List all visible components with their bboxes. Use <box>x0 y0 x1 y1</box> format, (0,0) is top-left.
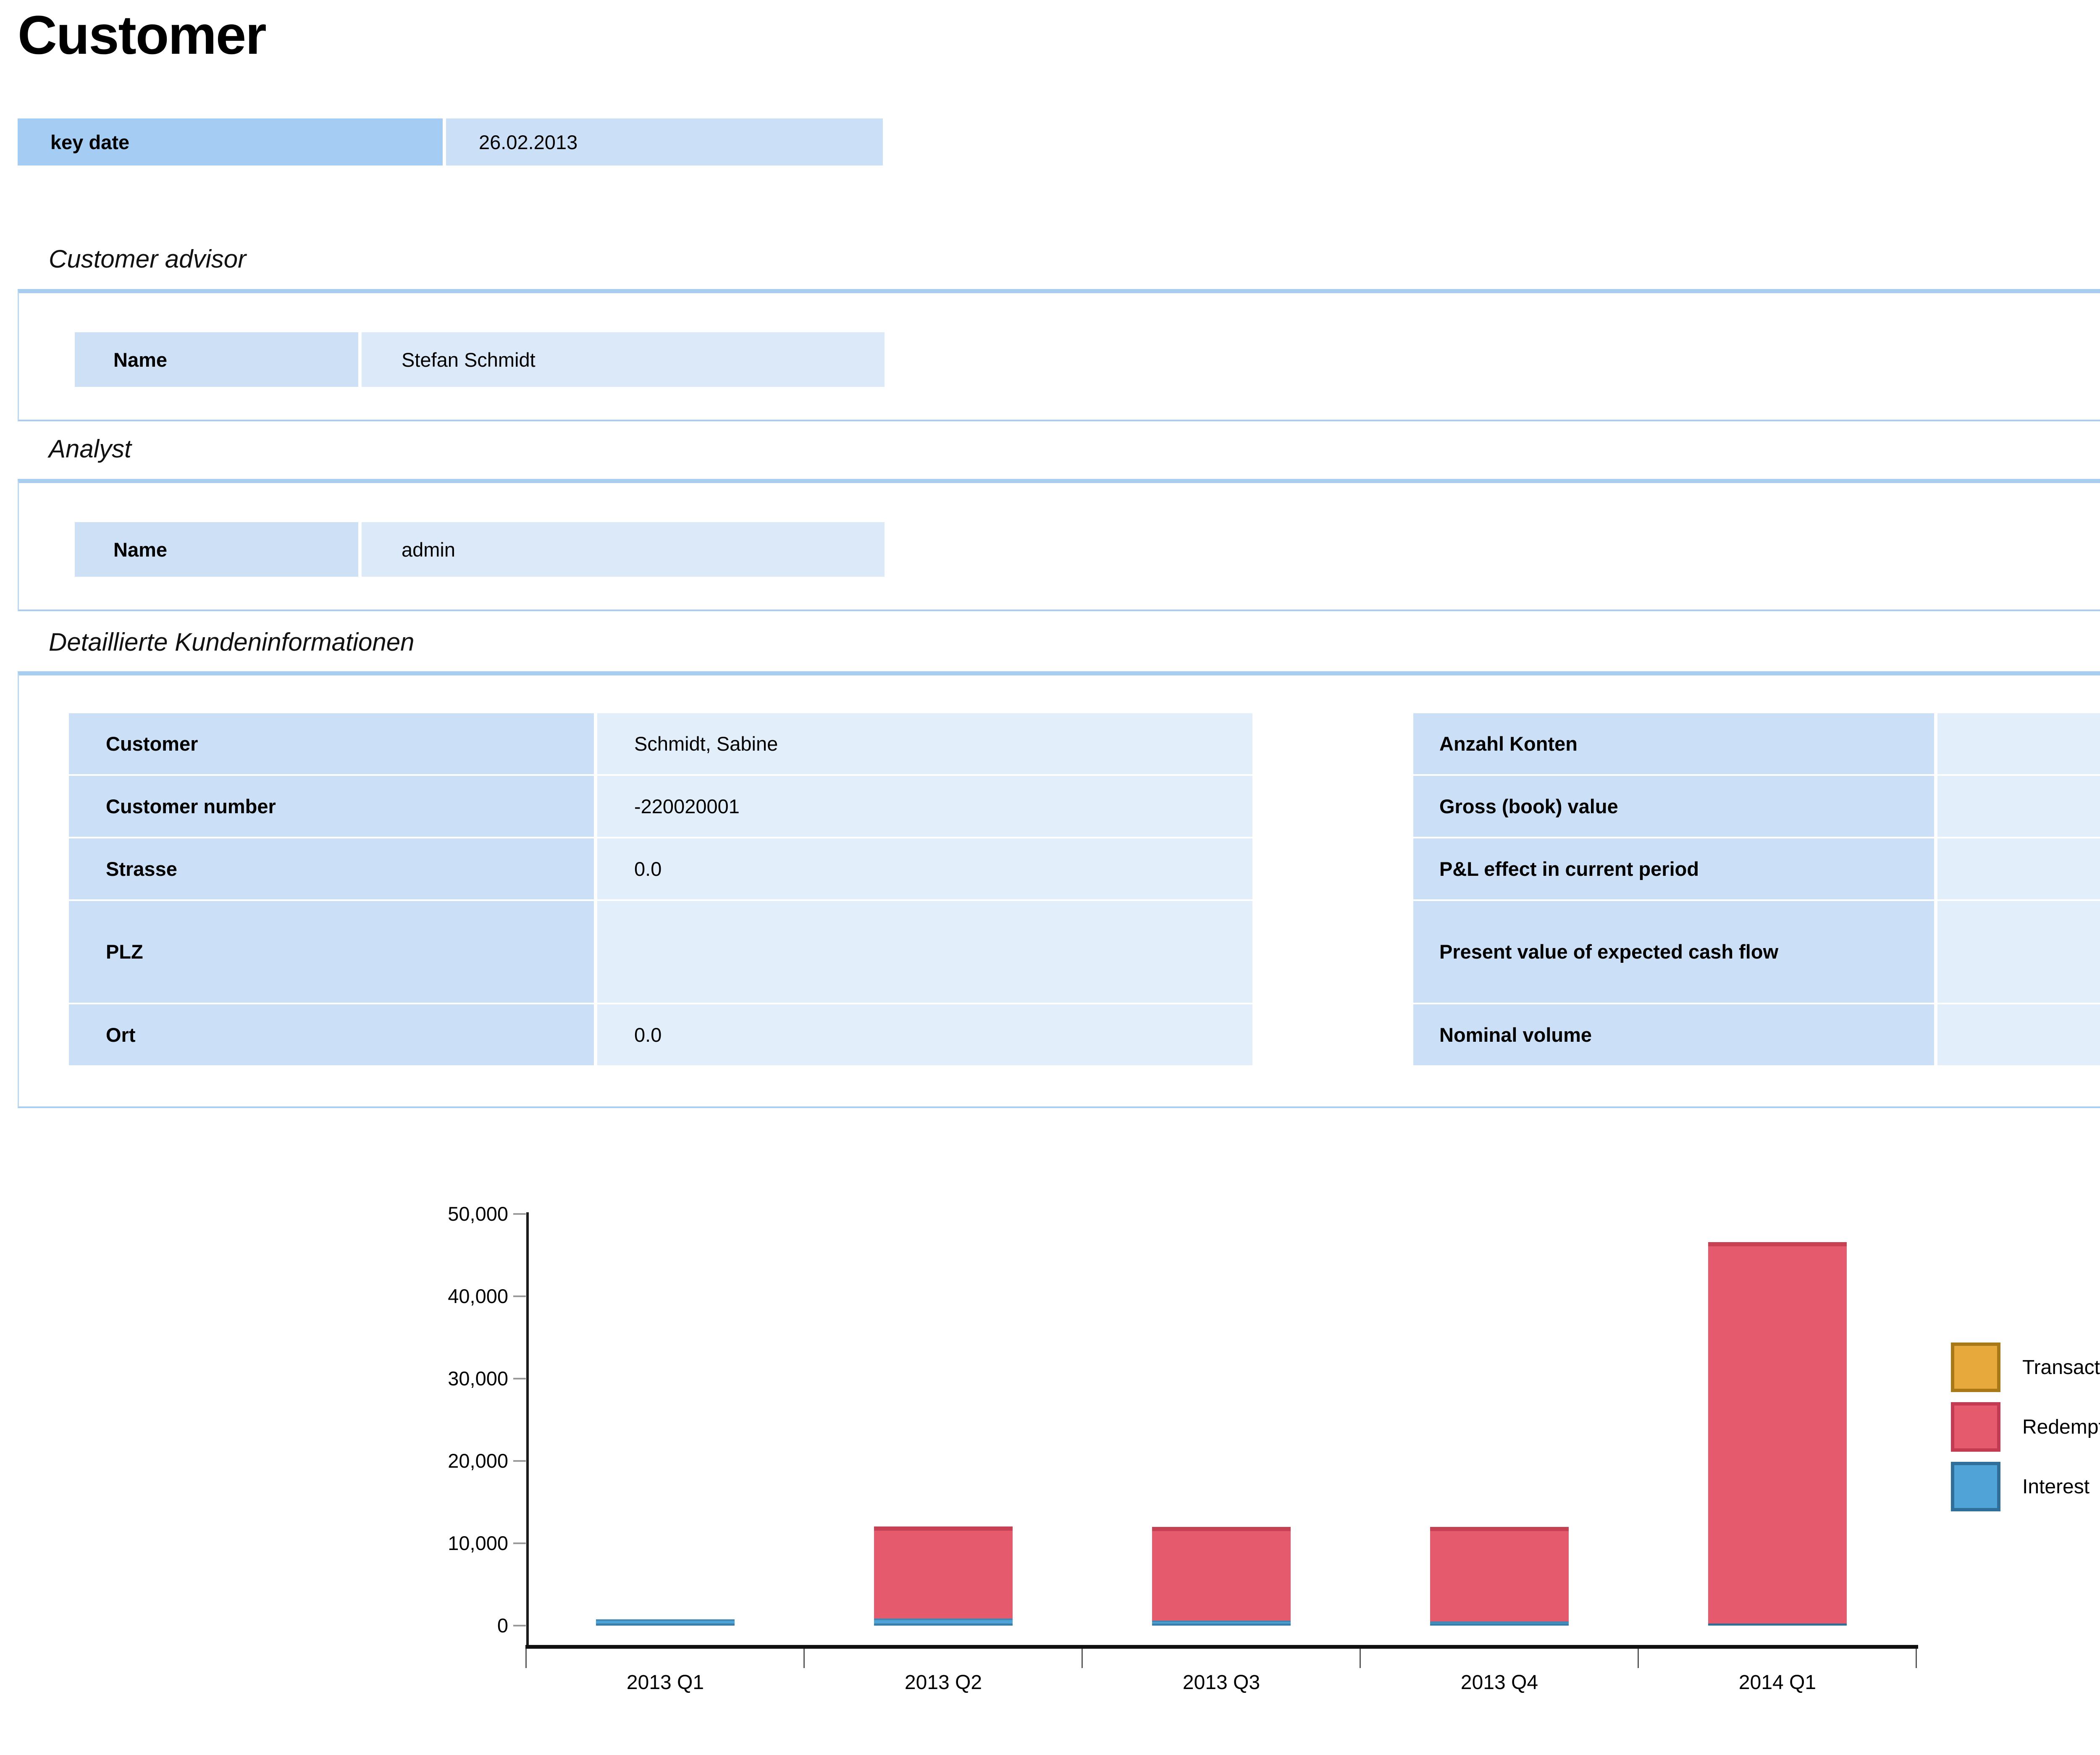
page-title: Customer <box>18 4 267 66</box>
row-value-cell: 0.0 <box>597 1004 1252 1065</box>
x-category-label: 2014 Q1 <box>1738 1671 1816 1694</box>
table-row: PLZ <box>69 901 1252 1003</box>
bar-segment-interest <box>1708 1624 1847 1626</box>
section-heading-customer-advisor: Customer advisor <box>49 245 247 273</box>
row-label-cell: Customer number <box>69 776 594 837</box>
x-tick <box>1638 1649 1639 1668</box>
row-label-cell: Gross (book) value <box>1413 776 1934 837</box>
y-tick <box>513 1542 526 1544</box>
legend-swatch-transaction-costs <box>1951 1343 2000 1392</box>
x-tick <box>525 1649 527 1668</box>
analyst-name-value: admin <box>362 522 885 577</box>
key-date-row: key date 26.02.2013 <box>18 118 883 166</box>
bar-segment-interest <box>1430 1621 1569 1626</box>
advisor-name-row: Name Stefan Schmidt <box>75 332 885 387</box>
x-category-label: 2013 Q2 <box>904 1671 982 1694</box>
row-value-cell: -19,540 <box>1937 838 2100 899</box>
row-label-cell: PLZ <box>69 901 594 1003</box>
table-row: Customer Schmidt, Sabine <box>69 713 1252 774</box>
row-value-cell <box>597 901 1252 1003</box>
y-tick <box>513 1378 526 1379</box>
table-row: Strasse 0.0 <box>69 838 1252 899</box>
legend-label: Transaction costs <box>2022 1356 2100 1379</box>
analyst-name-label: Name <box>75 522 358 577</box>
bar-segment-interest <box>1152 1621 1291 1626</box>
section-heading-details: Detaillierte Kundeninformationen <box>49 628 415 656</box>
y-tick <box>513 1213 526 1215</box>
table-row: Ort 0.0 <box>69 1004 1252 1065</box>
bar-segment-interest <box>874 1618 1013 1626</box>
row-value-cell: Schmidt, Sabine <box>597 713 1252 774</box>
customer-advisor-panel: Name Stefan Schmidt <box>18 289 2100 421</box>
x-category-label: 2013 Q4 <box>1460 1671 1538 1694</box>
legend-item: Transaction costs <box>1951 1342 2100 1392</box>
details-panel: Customer Schmidt, Sabine Customer number… <box>18 671 2100 1108</box>
legend-swatch-redemption <box>1951 1402 2000 1452</box>
row-value-cell: 80,460 <box>1937 901 2100 1003</box>
table-row: Nominal volume 100,000 <box>1413 1004 2100 1065</box>
analyst-panel: Name admin <box>18 479 2100 611</box>
table-row: Anzahl Konten 1 <box>1413 713 2100 774</box>
legend-item: Redemption <box>1951 1402 2100 1452</box>
bar-segment-redemption <box>1430 1527 1569 1621</box>
x-tick <box>803 1649 805 1668</box>
section-heading-analyst: Analyst <box>49 435 131 463</box>
row-label-cell: Ort <box>69 1004 594 1065</box>
legend-label: Redemption <box>2022 1416 2100 1438</box>
row-label-cell: Customer <box>69 713 594 774</box>
table-row: Present value of expected cash flow 80,4… <box>1413 901 2100 1003</box>
y-tick-label: 10,000 <box>448 1532 508 1554</box>
table-row: Customer number -220020001 <box>69 776 1252 837</box>
row-label-cell: Nominal volume <box>1413 1004 1934 1065</box>
row-label-cell: Strasse <box>69 838 594 899</box>
x-axis <box>525 1645 1918 1649</box>
x-category-label: 2013 Q1 <box>626 1671 704 1694</box>
row-label-cell: Present value of expected cash flow <box>1413 901 1934 1003</box>
row-value-cell: 100,000 <box>1937 1004 2100 1065</box>
y-tick-label: 30,000 <box>448 1367 508 1390</box>
row-label-cell: P&L effect in current period <box>1413 838 1934 899</box>
bar-segment-redemption <box>1708 1242 1847 1624</box>
y-tick-label: 0 <box>497 1614 508 1637</box>
x-category-label: 2013 Q3 <box>1182 1671 1260 1694</box>
x-tick <box>1916 1649 1917 1668</box>
bar-segment-redemption <box>1152 1527 1291 1621</box>
row-value-cell: 100,000 <box>1937 776 2100 837</box>
y-tick <box>513 1625 526 1626</box>
chart-legend: Transaction costs Redemption Interest <box>1951 1342 2100 1512</box>
legend-label: Interest <box>2022 1475 2090 1498</box>
advisor-name-value: Stefan Schmidt <box>362 332 885 387</box>
row-value-cell: 1 <box>1937 713 2100 774</box>
row-value-cell: 0.0 <box>597 838 1252 899</box>
row-value-cell: -220020001 <box>597 776 1252 837</box>
key-date-label: key date <box>18 118 443 166</box>
y-tick <box>513 1460 526 1462</box>
table-row: Gross (book) value 100,000 <box>1413 776 2100 837</box>
table-row: P&L effect in current period -19,540 <box>1413 838 2100 899</box>
key-date-value: 26.02.2013 <box>446 118 883 166</box>
x-tick <box>1082 1649 1083 1668</box>
row-label-cell: Anzahl Konten <box>1413 713 1934 774</box>
bar-segment-redemption <box>874 1526 1013 1618</box>
details-right-table: Anzahl Konten 1 Gross (book) value 100,0… <box>1413 713 2100 1065</box>
details-left-table: Customer Schmidt, Sabine Customer number… <box>69 713 1252 1065</box>
legend-swatch-interest <box>1951 1462 2000 1511</box>
analyst-name-row: Name admin <box>75 522 885 577</box>
y-tick-label: 40,000 <box>448 1285 508 1307</box>
y-tick <box>513 1295 526 1297</box>
x-tick <box>1360 1649 1361 1668</box>
legend-item: Interest <box>1951 1461 2100 1512</box>
y-axis <box>526 1212 529 1648</box>
bar-segment-interest <box>596 1619 735 1626</box>
y-tick-label: 50,000 <box>448 1203 508 1225</box>
y-tick-label: 20,000 <box>448 1450 508 1472</box>
advisor-name-label: Name <box>75 332 358 387</box>
